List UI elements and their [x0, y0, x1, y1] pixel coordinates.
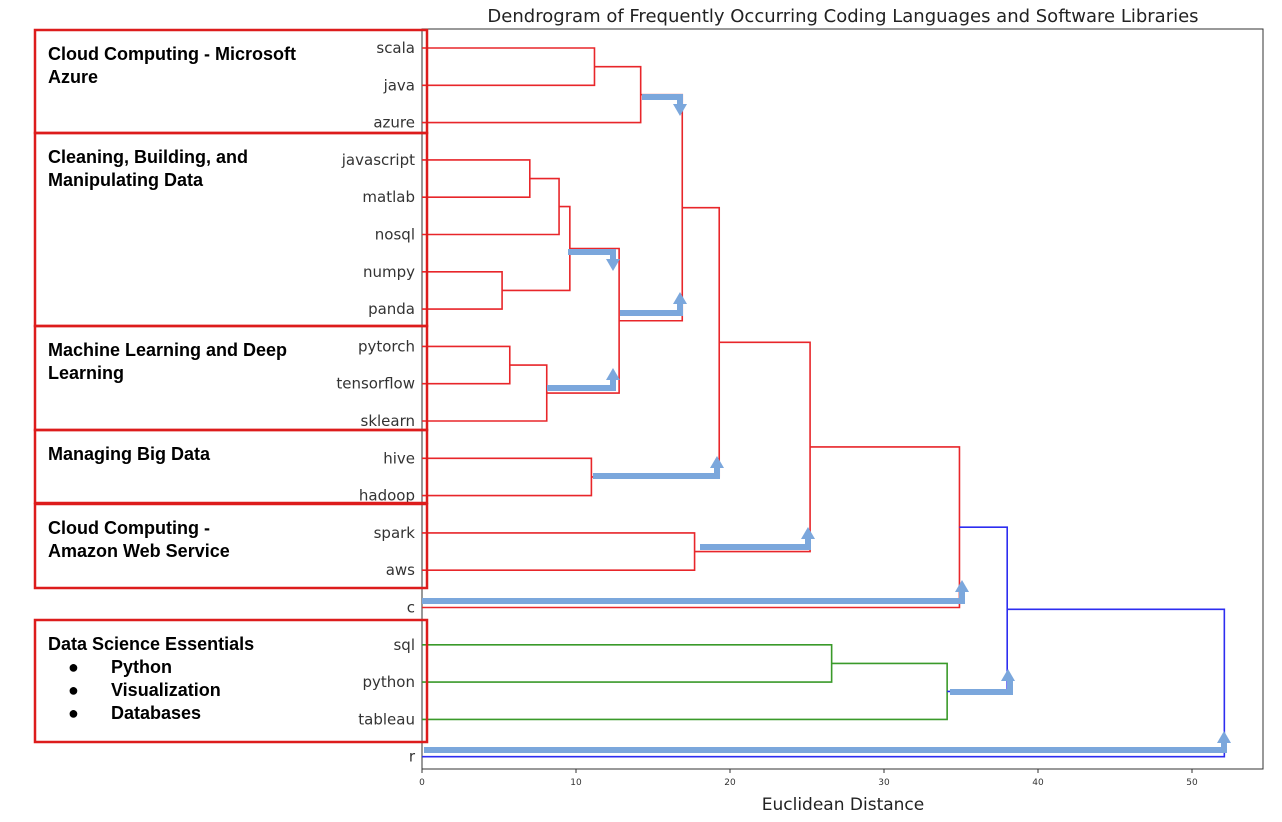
group-title-4-line-1: Amazon Web Service — [48, 541, 230, 561]
group-title-5-line-0: Data Science Essentials — [48, 634, 254, 654]
arrowhead-ml — [606, 368, 620, 380]
leaf-label-matlab: matlab — [362, 188, 415, 206]
dendrogram-link — [422, 345, 511, 385]
group-box-5 — [33, 618, 429, 744]
arrow-r — [424, 740, 1227, 753]
group-bullet-2: Databases — [111, 703, 201, 723]
leaf-label-pytorch: pytorch — [358, 337, 415, 355]
group-title-3-line-0: Managing Big Data — [48, 444, 211, 464]
group-title-1-line-0: Cleaning, Building, and — [48, 147, 248, 167]
group-box-4 — [33, 502, 429, 590]
x-tick-label: 0 — [419, 778, 425, 788]
dendrogram-link — [619, 93, 684, 322]
x-tick-label: 40 — [1032, 778, 1044, 788]
dendrogram-link — [422, 159, 531, 198]
group-title-1-line-1: Manipulating Data — [48, 170, 204, 190]
leaf-label-tensorflow: tensorflow — [336, 375, 415, 393]
leaf-label-tableau: tableau — [358, 710, 415, 728]
dendrogram-link — [422, 644, 833, 683]
dendrogram-link — [422, 271, 503, 310]
arrowhead-data-up — [673, 292, 687, 304]
arrowhead-data-down — [606, 259, 620, 271]
leaf-label-java: java — [383, 76, 415, 94]
group-title-0-line-1: Azure — [48, 67, 98, 87]
arrow-c — [422, 589, 965, 604]
x-axis-label: Euclidean Distance — [762, 795, 925, 815]
chart-title: Dendrogram of Frequently Occurring Codin… — [487, 6, 1198, 27]
arrowhead-green — [1001, 669, 1015, 681]
leaf-label-python: python — [363, 673, 415, 691]
arrow-azure — [642, 94, 683, 108]
plot-frame — [421, 28, 1264, 770]
dendrogram-link — [422, 446, 961, 609]
leaf-label-javascript: javascript — [341, 151, 415, 169]
leaf-label-sklearn: sklearn — [361, 412, 416, 430]
dendrogram-link — [546, 247, 620, 394]
leaf-label-numpy: numpy — [363, 263, 415, 281]
dendrogram-link — [422, 47, 596, 87]
leaf-label-spark: spark — [374, 524, 416, 542]
arrowhead-r — [1217, 731, 1231, 743]
dendrogram-link — [422, 364, 548, 422]
arrowhead-c — [955, 580, 969, 592]
group-boxes: Cloud Computing - Microsoft Azure Cleaning… — [33, 28, 429, 744]
leaf-label-azure: azure — [373, 114, 415, 132]
dendrogram-link — [422, 457, 593, 497]
group-title-0-line-0: Cloud Computing - Microsoft — [48, 44, 296, 64]
dendrogram-link — [422, 532, 696, 571]
dendrogram-link — [422, 177, 560, 236]
x-tick-label: 30 — [878, 778, 890, 788]
leaf-label-hive: hive — [383, 449, 415, 467]
dendrogram-links — [422, 47, 1226, 758]
x-axis-ticks: 0 10 20 30 40 50 — [419, 769, 1198, 788]
group-bullet-0: Python — [111, 657, 172, 677]
x-tick-label: 20 — [724, 778, 736, 788]
dendrogram-link — [694, 341, 811, 553]
bullet-dot-icon: ● — [68, 657, 79, 677]
leaf-label-aws: aws — [386, 561, 415, 579]
leaf-label-scala: scala — [376, 39, 415, 57]
leaf-label-sql: sql — [393, 636, 415, 654]
arrow-data-up — [620, 301, 683, 316]
group-title-4-line-0: Cloud Computing - — [48, 518, 210, 538]
arrow-bigdata — [593, 465, 720, 479]
arrowhead-azure — [673, 104, 687, 116]
leaf-label-nosql: nosql — [375, 226, 415, 244]
dendrogram-link — [947, 526, 1008, 693]
x-tick-label: 50 — [1186, 778, 1198, 788]
annotation-arrows — [422, 94, 1231, 753]
bullet-dot-icon: ● — [68, 680, 79, 700]
arrowhead-aws — [801, 527, 815, 539]
leaf-label-c: c — [407, 599, 415, 617]
dendrogram-link — [422, 662, 948, 721]
group-title-2-line-1: Learning — [48, 363, 124, 383]
leaf-label-hadoop: hadoop — [359, 487, 415, 505]
arrow-aws — [700, 536, 811, 550]
bullet-dot-icon: ● — [68, 703, 79, 723]
arrow-green — [950, 678, 1013, 695]
leaf-label-panda: panda — [368, 300, 415, 318]
leaf-labels: scala java azure javascript matlab nosql numpy… — [336, 39, 416, 766]
leaf-label-r: r — [409, 748, 416, 766]
dendrogram-link — [422, 65, 642, 124]
group-title-2-line-0: Machine Learning and Deep — [48, 340, 287, 360]
arrowhead-bigdata — [710, 456, 724, 468]
dendrogram-link — [422, 608, 1226, 758]
arrow-data-down — [568, 249, 616, 262]
x-tick-label: 10 — [570, 778, 582, 788]
arrow-ml — [547, 377, 616, 391]
group-bullet-1: Visualization — [111, 680, 221, 700]
